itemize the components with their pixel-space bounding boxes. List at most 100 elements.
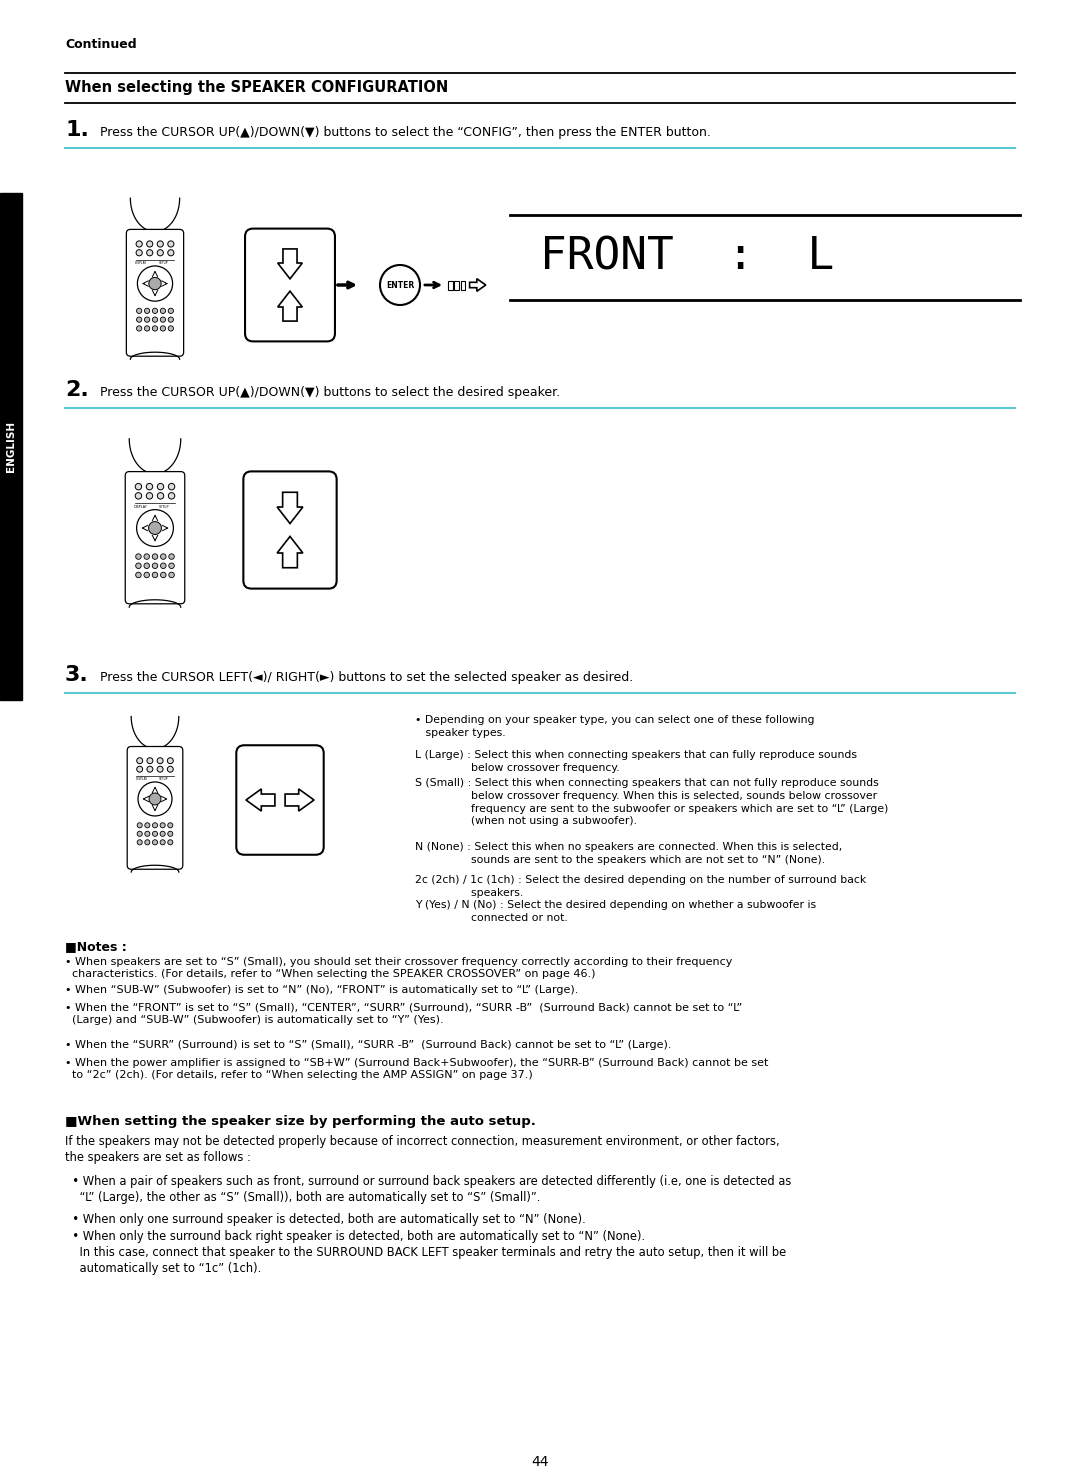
Text: Continued: Continued <box>65 38 137 50</box>
Circle shape <box>144 563 149 568</box>
Text: • When the “FRONT” is set to “S” (Small), “CENTER”, “SURR” (Surround), “SURR -B”: • When the “FRONT” is set to “S” (Small)… <box>65 1003 742 1025</box>
Circle shape <box>160 840 165 845</box>
Circle shape <box>145 840 150 845</box>
Polygon shape <box>278 248 302 280</box>
Circle shape <box>147 241 152 247</box>
Text: 2.: 2. <box>65 380 89 399</box>
Circle shape <box>152 317 158 322</box>
Circle shape <box>152 325 158 331</box>
Circle shape <box>138 782 172 816</box>
Circle shape <box>136 563 141 568</box>
Circle shape <box>146 484 152 490</box>
Polygon shape <box>246 788 275 810</box>
Circle shape <box>168 484 175 490</box>
Circle shape <box>135 493 141 498</box>
Text: DISPLAY: DISPLAY <box>134 504 147 509</box>
Circle shape <box>145 308 150 314</box>
Circle shape <box>145 317 150 322</box>
Circle shape <box>160 325 165 331</box>
Circle shape <box>137 840 143 845</box>
Circle shape <box>157 766 163 772</box>
Circle shape <box>168 553 174 559</box>
Circle shape <box>146 493 152 498</box>
Text: 44: 44 <box>531 1455 549 1469</box>
Circle shape <box>136 325 141 331</box>
Circle shape <box>161 572 166 578</box>
Circle shape <box>167 250 174 256</box>
FancyBboxPatch shape <box>245 229 335 342</box>
Text: • When only one surround speaker is detected, both are automatically set to “N” : • When only one surround speaker is dete… <box>65 1213 585 1226</box>
Circle shape <box>145 325 150 331</box>
Circle shape <box>158 493 164 498</box>
Circle shape <box>149 793 161 805</box>
Circle shape <box>168 493 175 498</box>
Circle shape <box>147 766 153 772</box>
Polygon shape <box>285 788 314 810</box>
Text: 3.: 3. <box>65 666 89 685</box>
Text: Press the CURSOR UP(▲)/DOWN(▼) buttons to select the desired speaker.: Press the CURSOR UP(▲)/DOWN(▼) buttons t… <box>100 386 561 399</box>
Circle shape <box>136 317 141 322</box>
Circle shape <box>136 308 141 314</box>
FancyBboxPatch shape <box>127 747 183 870</box>
Text: SETUP: SETUP <box>159 262 168 265</box>
Bar <box>460 281 465 290</box>
Circle shape <box>167 822 173 828</box>
Text: • When the power amplifier is assigned to “SB+W” (Surround Back+Subwoofer), the : • When the power amplifier is assigned t… <box>65 1057 768 1080</box>
Circle shape <box>168 325 174 331</box>
Circle shape <box>135 484 141 490</box>
Circle shape <box>137 266 173 302</box>
Text: • When a pair of speakers such as front, surround or surround back speakers are : • When a pair of speakers such as front,… <box>65 1174 792 1204</box>
Text: Y (Yes) / N (No) : Select the desired depending on whether a subwoofer is
      : Y (Yes) / N (No) : Select the desired de… <box>415 901 816 923</box>
Circle shape <box>161 553 166 559</box>
FancyBboxPatch shape <box>237 745 324 855</box>
Circle shape <box>149 522 161 534</box>
Text: 2c (2ch) / 1c (1ch) : Select the desired depending on the number of surround bac: 2c (2ch) / 1c (1ch) : Select the desired… <box>415 876 866 898</box>
Circle shape <box>137 831 143 836</box>
Circle shape <box>136 572 141 578</box>
Text: SETUP: SETUP <box>159 778 168 781</box>
FancyBboxPatch shape <box>126 229 184 356</box>
Circle shape <box>168 572 174 578</box>
Polygon shape <box>278 537 302 568</box>
Circle shape <box>168 308 174 314</box>
Text: FRONT  :  L: FRONT : L <box>540 237 834 280</box>
Text: • When the “SURR” (Surround) is set to “S” (Small), “SURR -B”  (Surround Back) c: • When the “SURR” (Surround) is set to “… <box>65 1040 672 1050</box>
Circle shape <box>380 265 420 305</box>
Circle shape <box>152 572 158 578</box>
Circle shape <box>157 757 163 763</box>
Circle shape <box>136 241 143 247</box>
Text: • When “SUB-W” (Subwoofer) is set to “N” (No), “FRONT” is automatically set to “: • When “SUB-W” (Subwoofer) is set to “N”… <box>65 985 579 995</box>
Circle shape <box>161 563 166 568</box>
Text: When selecting the SPEAKER CONFIGURATION: When selecting the SPEAKER CONFIGURATION <box>65 80 448 95</box>
Circle shape <box>137 822 143 828</box>
Circle shape <box>145 822 150 828</box>
Bar <box>448 281 453 290</box>
Circle shape <box>152 563 158 568</box>
Circle shape <box>149 278 161 290</box>
Circle shape <box>168 563 174 568</box>
Circle shape <box>147 250 152 256</box>
Circle shape <box>167 766 173 772</box>
Text: • Depending on your speaker type, you can select one of these following
   speak: • Depending on your speaker type, you ca… <box>415 714 814 738</box>
Circle shape <box>160 308 165 314</box>
Circle shape <box>137 757 143 763</box>
Text: L (Large) : Select this when connecting speakers that can fully reproduce sounds: L (Large) : Select this when connecting … <box>415 750 858 774</box>
Text: N (None) : Select this when no speakers are connected. When this is selected,
  : N (None) : Select this when no speakers … <box>415 842 842 865</box>
Text: Press the CURSOR UP(▲)/DOWN(▼) buttons to select the “CONFIG”, then press the EN: Press the CURSOR UP(▲)/DOWN(▼) buttons t… <box>100 126 711 139</box>
Circle shape <box>152 308 158 314</box>
Circle shape <box>152 831 158 836</box>
Text: ■When setting the speaker size by performing the auto setup.: ■When setting the speaker size by perfor… <box>65 1115 536 1128</box>
Circle shape <box>137 766 143 772</box>
Circle shape <box>168 317 174 322</box>
Circle shape <box>144 553 149 559</box>
Polygon shape <box>278 291 302 321</box>
Circle shape <box>145 831 150 836</box>
Text: If the speakers may not be detected properly because of incorrect connection, me: If the speakers may not be detected prop… <box>65 1134 780 1164</box>
Circle shape <box>136 510 174 546</box>
Text: 1.: 1. <box>65 120 89 141</box>
Circle shape <box>158 484 164 490</box>
Circle shape <box>158 250 163 256</box>
Circle shape <box>158 241 163 247</box>
Text: DISPLAY: DISPLAY <box>135 262 147 265</box>
Text: • When only the surround back right speaker is detected, both are automatically : • When only the surround back right spea… <box>65 1231 786 1275</box>
